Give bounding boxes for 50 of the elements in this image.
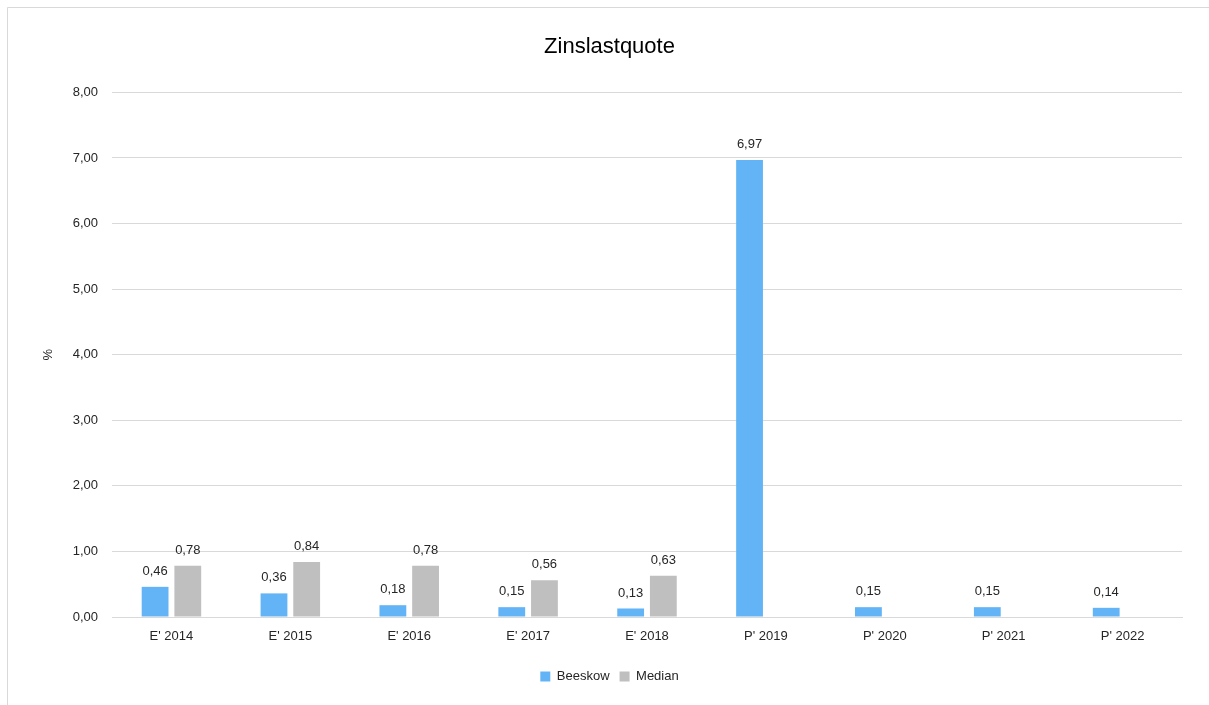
x-tick-label: E' 2017 [506,628,550,644]
bar [379,605,407,617]
x-tick-label: E' 2018 [625,628,669,644]
bar [498,607,526,617]
y-tick-label: 8,00 [72,83,98,99]
bar [260,593,288,617]
x-tick-label: E' 2015 [268,628,313,644]
y-tick-label: 4,00 [72,346,98,362]
data-label: 0,18 [380,581,406,597]
bar [531,580,558,617]
y-tick-label: 0,00 [72,608,98,624]
legend-label: Beeskow [556,668,611,684]
bar [1092,607,1120,617]
y-tick-label: 1,00 [72,543,98,558]
data-label: 0,78 [175,541,201,557]
y-tick-label: 2,00 [72,477,98,493]
x-tick-label: P' 2022 [1100,628,1145,644]
data-label: 0,46 [142,562,168,578]
bar [736,159,763,617]
data-label: 6,97 [736,136,763,152]
x-tick-label: E' 2014 [149,628,194,644]
data-label: 0,56 [531,556,558,572]
data-label: 0,13 [618,584,644,600]
data-label: 0,14 [1093,583,1119,599]
bar [293,561,321,617]
data-label: 0,15 [855,583,882,599]
y-tick-label: 6,00 [72,215,98,231]
data-label: 0,63 [650,551,676,567]
y-tick-label: 5,00 [72,280,98,296]
x-tick-label: P' 2019 [744,628,788,644]
bar [973,607,1001,617]
x-tick-label: P' 2021 [981,628,1026,644]
data-label: 0,36 [261,569,287,585]
data-label: 0,15 [974,583,1000,599]
data-label: 0,78 [412,541,439,557]
x-tick-label: E' 2016 [387,628,432,644]
bar [141,586,169,617]
bar [412,565,439,617]
y-axis-title: % [40,348,56,361]
y-tick-label: 3,00 [72,411,98,427]
legend-label: Median [636,668,679,684]
y-tick-label: 7,00 [72,149,98,165]
data-label: 0,84 [294,538,320,553]
bar [617,608,645,617]
bar [855,607,882,617]
bar [174,565,202,617]
bar [649,575,677,617]
data-label: 0,15 [499,583,525,599]
x-tick-label: P' 2020 [862,628,907,644]
chart-title: Zinslastquote [544,33,675,59]
